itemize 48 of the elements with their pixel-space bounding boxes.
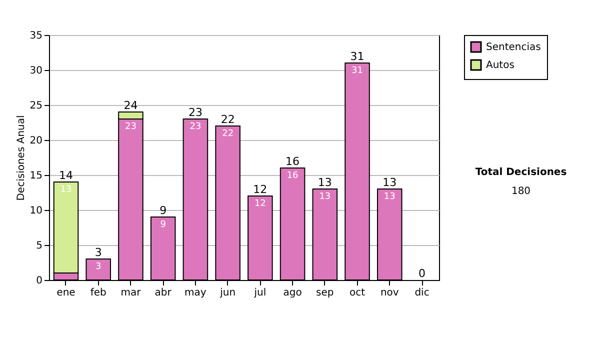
text: Total Decisiones [475, 167, 567, 178]
x-tick-label: ene [56, 288, 76, 298]
data-label: 16 [286, 171, 299, 181]
y-tick-label: 20 [30, 136, 42, 146]
y-tick-label: 15 [30, 170, 42, 182]
x-tick-label: jun [219, 288, 236, 298]
x-tick-label: feb [90, 288, 106, 298]
y-tick-label: 5 [36, 240, 42, 252]
y-tick-label: 10 [30, 206, 42, 216]
data-label: 23 [190, 122, 202, 132]
y-tick-label: 35 [30, 30, 42, 42]
x-tick-label: nov [380, 288, 399, 298]
y-tick-label: 25 [30, 100, 42, 112]
data-label: 13 [319, 192, 331, 202]
x-tick-label: sep [316, 288, 334, 298]
total-label: 14 [58, 169, 73, 182]
x-tick-label: ago [283, 288, 302, 298]
total-label: 0 [418, 267, 426, 280]
data-label: 22 [222, 129, 234, 139]
data-label: 13 [60, 185, 72, 195]
data-label: 3 [95, 262, 102, 272]
y-axis-title: Decisiones Anual [16, 115, 27, 201]
total-label: 31 [350, 50, 364, 63]
x-tick-label: jul [253, 288, 266, 298]
legend-label: Autos [486, 60, 514, 71]
data-label: 31 [352, 66, 364, 76]
legend-label: Sentencias [486, 42, 541, 53]
x-tick-label: mar [120, 288, 142, 298]
y-tick-label: 30 [30, 66, 42, 76]
total-label: 24 [124, 99, 138, 112]
total-label: 22 [220, 113, 235, 126]
total-label: 12 [253, 183, 268, 196]
total-label: 13 [318, 176, 332, 189]
y-tick-label: 0 [36, 276, 42, 286]
data-label: 9 [160, 220, 166, 230]
x-tick-label: dic [414, 288, 430, 298]
total-label: 13 [382, 176, 397, 189]
data-label: 23 [124, 122, 136, 132]
x-tick-label: oct [350, 288, 366, 298]
x-tick-label: abr [154, 288, 172, 298]
x-tick-label: may [184, 288, 206, 298]
data-label: 13 [384, 192, 396, 202]
total-label: 3 [94, 246, 102, 259]
data-label: 12 [254, 199, 266, 209]
text: 180 [511, 186, 531, 198]
total-label: 9 [160, 204, 167, 217]
total-label: 23 [188, 106, 202, 119]
total-label: 16 [286, 155, 300, 168]
